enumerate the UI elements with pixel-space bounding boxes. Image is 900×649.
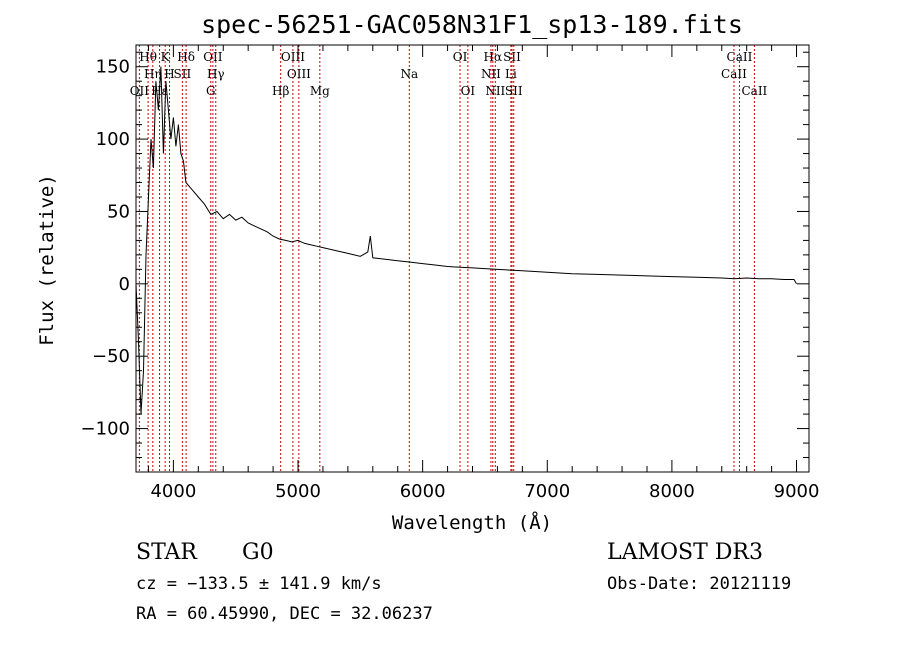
y-tick-label: 150 xyxy=(96,57,130,78)
spectral-line-label: Hη xyxy=(144,67,162,81)
y-axis-label: Flux (relative) xyxy=(36,174,58,346)
spectral-line-label: OI xyxy=(461,84,476,98)
x-tick-label: 7000 xyxy=(524,481,570,502)
spectral-line-label: NII xyxy=(481,67,501,81)
y-tick-label: 100 xyxy=(96,129,130,150)
spectral-line-label: Na xyxy=(400,67,418,81)
spectral-line-label: Hδ xyxy=(177,50,195,64)
coordinates: RA = 60.45990, DEC = 32.06237 xyxy=(136,604,433,624)
spectral-line-label: Hβ xyxy=(272,84,289,98)
spectral-line-label: OII xyxy=(130,84,150,98)
obs-date: Obs-Date: 20121119 xyxy=(607,574,791,594)
spectral-line-label: OII xyxy=(203,50,223,64)
spectral-line-label: K xyxy=(161,50,171,64)
spectral-line-label: SII xyxy=(505,84,523,98)
x-tick-label: 8000 xyxy=(649,481,695,502)
spectral-line-label: H xyxy=(164,67,174,81)
spectral-line-label: G xyxy=(206,84,216,98)
x-tick-label: 6000 xyxy=(400,481,446,502)
spectral-line-label: OI xyxy=(453,50,468,64)
spectral-line-label: CaII xyxy=(721,67,747,81)
y-tick-label: −50 xyxy=(92,346,130,367)
x-tick-label: 4000 xyxy=(150,481,196,502)
spectrum-series xyxy=(135,66,797,415)
x-tick-label: 5000 xyxy=(275,481,321,502)
spectral-line-label: SII xyxy=(503,50,521,64)
spectral-line-label: OIII xyxy=(287,67,311,81)
spectral-line-label: SII xyxy=(174,67,192,81)
spectral-line-label: CaII xyxy=(727,50,753,64)
redshift-readout: cz = −133.5 ± 141.9 km/s xyxy=(136,574,382,594)
x-axis-ticks: 4000 5000 6000 7000 8000 9000 xyxy=(147,45,820,502)
object-class: STAR xyxy=(136,540,198,565)
series-line xyxy=(135,66,797,415)
survey-name: LAMOST DR3 xyxy=(607,540,763,565)
x-tick-label: 9000 xyxy=(774,481,820,502)
spectral-line-label: CaII xyxy=(741,84,767,98)
spectral-line-label: Mg xyxy=(310,84,330,98)
y-axis-ticks: −100 −50 0 50 100 150 xyxy=(81,51,809,459)
x-axis-label: Wavelength (Å) xyxy=(392,511,552,534)
spectral-line-label: Li xyxy=(505,67,517,81)
plot-frame xyxy=(135,44,810,473)
object-subclass: G0 xyxy=(242,540,274,565)
spectral-line-label: Hα xyxy=(484,50,503,64)
spectral-line-label: OIII xyxy=(281,50,305,64)
y-tick-label: 50 xyxy=(107,201,130,222)
spectral-line-label: NII xyxy=(485,84,505,98)
chart-title: spec-56251-GAC058N31F1_sp13-189.fits xyxy=(201,10,743,39)
spectral-line-label: Hγ xyxy=(207,67,225,81)
y-tick-label: −100 xyxy=(81,419,130,440)
y-tick-label: 0 xyxy=(119,274,130,295)
